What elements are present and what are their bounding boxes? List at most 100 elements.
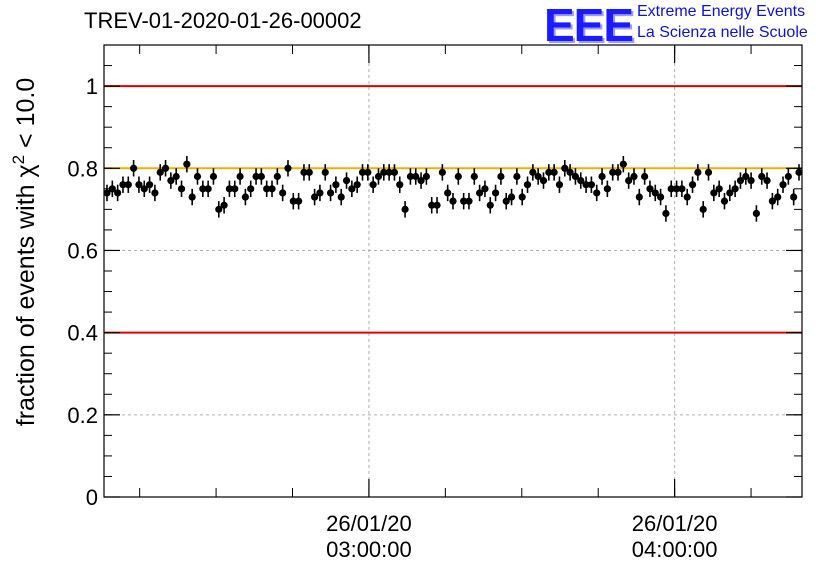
data-point bbox=[630, 172, 638, 181]
data-point bbox=[726, 189, 734, 197]
data-point bbox=[688, 181, 697, 189]
y-axis-label-sup: 2 bbox=[9, 155, 28, 164]
data-point bbox=[124, 181, 132, 189]
data-point bbox=[247, 185, 255, 193]
data-point bbox=[156, 168, 164, 176]
data-point bbox=[188, 193, 196, 201]
data-point bbox=[742, 172, 750, 181]
data-point bbox=[593, 189, 601, 197]
data-point bbox=[449, 197, 457, 205]
eee-logo-mark: EEE bbox=[544, 0, 634, 51]
data-point bbox=[326, 189, 335, 197]
x-tick-label-time: 03:00:00 bbox=[326, 537, 412, 562]
data-point bbox=[465, 197, 473, 205]
data-point bbox=[438, 168, 446, 176]
data-point bbox=[683, 193, 691, 201]
data-point bbox=[582, 181, 590, 189]
data-point bbox=[491, 189, 500, 197]
data-point bbox=[481, 185, 489, 193]
data-point bbox=[145, 181, 154, 189]
data-point bbox=[183, 160, 191, 168]
data-point bbox=[518, 193, 526, 201]
data-point bbox=[342, 177, 351, 185]
data-point bbox=[614, 168, 622, 176]
data-point bbox=[135, 181, 143, 189]
data-point bbox=[385, 168, 393, 176]
data-point bbox=[300, 168, 308, 176]
data-point bbox=[779, 181, 787, 189]
data-point bbox=[619, 160, 627, 168]
y-tick-label: 1 bbox=[86, 74, 98, 99]
data-point bbox=[731, 185, 739, 193]
data-point bbox=[534, 172, 542, 181]
data-point bbox=[704, 168, 713, 176]
y-tick-label: 0.2 bbox=[67, 403, 98, 428]
data-point bbox=[225, 185, 234, 193]
data-point bbox=[587, 181, 596, 189]
y-axis-label-prefix: fraction of events with χ bbox=[12, 164, 40, 426]
data-point bbox=[763, 177, 771, 185]
data-point bbox=[311, 193, 319, 201]
data-point bbox=[215, 205, 223, 213]
data-point bbox=[305, 168, 313, 176]
data-point bbox=[444, 189, 452, 197]
data-point bbox=[460, 197, 468, 205]
data-point bbox=[667, 185, 675, 193]
data-point bbox=[715, 185, 723, 193]
data-point bbox=[119, 181, 127, 189]
data-point bbox=[641, 172, 649, 181]
data-point bbox=[295, 197, 303, 205]
y-axis-label-suffix: < 10.0 bbox=[12, 78, 40, 155]
data-point bbox=[236, 172, 244, 181]
y-axis-label: fraction of events with χ2 < 10.0 bbox=[9, 78, 40, 426]
data-point bbox=[539, 177, 548, 185]
data-point bbox=[209, 172, 218, 181]
reference-lines bbox=[104, 85, 802, 334]
data-point bbox=[364, 168, 372, 176]
data-point bbox=[257, 172, 265, 181]
data-point bbox=[768, 197, 776, 205]
data-point bbox=[369, 181, 377, 189]
data-point bbox=[279, 189, 287, 197]
data-point bbox=[720, 197, 729, 205]
x-tick-label-date: 26/01/20 bbox=[632, 511, 718, 536]
data-point bbox=[401, 205, 409, 213]
data-point bbox=[577, 177, 585, 185]
data-point bbox=[710, 189, 718, 197]
grid-lines bbox=[104, 45, 802, 497]
data-point bbox=[374, 172, 383, 181]
data-point bbox=[289, 197, 297, 205]
data-point bbox=[231, 185, 239, 193]
data-point bbox=[396, 181, 404, 189]
data-point bbox=[603, 185, 611, 193]
data-point bbox=[321, 168, 329, 176]
data-point bbox=[795, 168, 803, 176]
data-point bbox=[736, 177, 745, 185]
data-point bbox=[635, 193, 643, 201]
data-points bbox=[103, 155, 803, 222]
data-point bbox=[646, 185, 654, 193]
data-point bbox=[252, 172, 260, 181]
data-point bbox=[747, 177, 755, 185]
data-point bbox=[657, 193, 665, 201]
data-point bbox=[161, 164, 170, 172]
data-point bbox=[774, 193, 782, 201]
data-point bbox=[555, 181, 564, 189]
data-point bbox=[130, 164, 138, 172]
data-point bbox=[672, 185, 681, 193]
data-point bbox=[752, 209, 761, 218]
data-point bbox=[545, 168, 553, 176]
data-point bbox=[353, 181, 361, 189]
data-point bbox=[412, 172, 420, 181]
data-point bbox=[561, 164, 569, 172]
data-point bbox=[380, 168, 388, 176]
data-point bbox=[651, 189, 659, 197]
data-point bbox=[486, 201, 494, 209]
data-point bbox=[433, 201, 441, 209]
data-point bbox=[204, 185, 212, 193]
y-tick-label: 0.4 bbox=[67, 321, 98, 346]
data-point bbox=[507, 193, 516, 201]
x-tick-label-date: 26/01/20 bbox=[326, 511, 412, 536]
data-point bbox=[268, 185, 276, 193]
data-point bbox=[193, 172, 202, 181]
